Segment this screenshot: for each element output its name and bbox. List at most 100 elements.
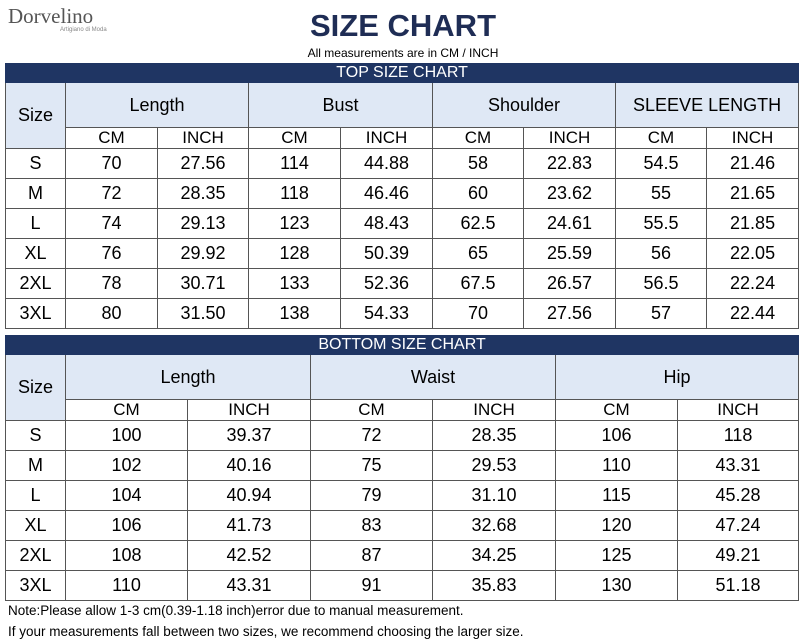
measure-cell: 123: [248, 208, 341, 239]
measure-cell: 43.31: [676, 450, 800, 481]
measure-cell: 60: [432, 178, 524, 209]
measure-cell: 28.35: [432, 420, 556, 451]
measure-cell: 23.62: [523, 178, 616, 209]
measure-cell: 114: [248, 148, 341, 179]
unit-header: CM: [65, 399, 188, 421]
measure-cell: 39.37: [187, 420, 311, 451]
size-cell: 2XL: [5, 268, 66, 299]
group-header: Length: [65, 354, 311, 400]
measure-cell: 44.88: [340, 148, 433, 179]
measure-cell: 29.13: [157, 208, 249, 239]
measure-cell: 72: [310, 420, 433, 451]
unit-header: CM: [310, 399, 433, 421]
size-cell: L: [5, 480, 66, 511]
measure-cell: 26.57: [523, 268, 616, 299]
measure-cell: 62.5: [432, 208, 524, 239]
unit-header: CM: [65, 127, 158, 149]
measure-cell: 25.59: [523, 238, 616, 269]
size-row: XL 106 41.73 83 32.68 120 47.24: [5, 510, 800, 541]
measure-cell: 35.83: [432, 570, 556, 601]
top-size-table: TOP SIZE CHART Size Length Bust Shoulder SLEE…: [4, 63, 800, 329]
size-header: Size: [5, 82, 66, 149]
measure-cell: 75: [310, 450, 433, 481]
measure-cell: 55: [615, 178, 707, 209]
size-cell: 2XL: [5, 540, 66, 571]
measure-cell: 58: [432, 148, 524, 179]
measure-cell: 51.18: [676, 570, 800, 601]
group-header: Length: [65, 82, 249, 128]
measure-cell: 108: [65, 540, 188, 571]
unit-header: INCH: [676, 399, 800, 421]
size-cell: L: [5, 208, 66, 239]
measure-cell: 87: [310, 540, 433, 571]
size-row: L 104 40.94 79 31.10 115 45.28: [5, 480, 800, 511]
unit-header: INCH: [432, 399, 556, 421]
size-cell: 3XL: [5, 298, 66, 329]
measure-cell: 56: [615, 238, 707, 269]
band-row: TOP SIZE CHART: [4, 63, 800, 83]
note: Note:Please allow 1-3 cm(0.39-1.18 inch)…: [8, 603, 464, 618]
measure-cell: 40.16: [187, 450, 311, 481]
size-cell: XL: [5, 238, 66, 269]
measure-cell: 54.33: [340, 298, 433, 329]
measure-cell: 21.46: [705, 148, 800, 179]
measure-cell: 65: [432, 238, 524, 269]
measure-cell: 138: [248, 298, 341, 329]
bottom-size-table: BOTTOM SIZE CHART Size Length Waist Hip CM INC…: [4, 335, 800, 601]
size-row: 3XL 80 31.50 138 54.33 70 27.56 57 22.44: [5, 298, 800, 329]
measure-cell: 27.56: [523, 298, 616, 329]
measure-cell: 125: [555, 540, 678, 571]
unit-header: INCH: [340, 127, 433, 149]
unit-header: CM: [432, 127, 524, 149]
measure-cell: 130: [555, 570, 678, 601]
measure-cell: 120: [555, 510, 678, 541]
unit-header: INCH: [705, 127, 800, 149]
group-header-row: Size Length Bust Shoulder SLEEVE LENGTH: [5, 82, 800, 149]
title: SIZE CHART: [310, 8, 496, 43]
size-row: S 70 27.56 114 44.88 58 22.83 54.5 21.46: [5, 148, 800, 179]
size-cell: S: [5, 420, 66, 451]
measure-cell: 22.44: [705, 298, 800, 329]
measure-cell: 48.43: [340, 208, 433, 239]
unit-header: CM: [615, 127, 707, 149]
size-cell: M: [5, 178, 66, 209]
brand-tagline: Artigiano di Moda: [60, 27, 107, 33]
measure-cell: 83: [310, 510, 433, 541]
measure-cell: 56.5: [615, 268, 707, 299]
group-header: Bust: [248, 82, 433, 128]
measure-cell: 31.50: [157, 298, 249, 329]
measure-cell: 54.5: [615, 148, 707, 179]
measure-cell: 49.21: [676, 540, 800, 571]
measure-cell: 118: [676, 420, 800, 451]
unit-row: CM INCH CM INCH CM INCH CM INCH: [6, 127, 800, 149]
note: If your measurements fall between two si…: [8, 624, 524, 639]
size-header: Size: [5, 354, 66, 421]
size-row: 2XL 78 30.71 133 52.36 67.5 26.57 56.5 22.24: [5, 268, 800, 299]
measure-cell: 45.28: [676, 480, 800, 511]
measure-cell: 27.56: [157, 148, 249, 179]
measure-cell: 74: [65, 208, 158, 239]
measure-cell: 43.31: [187, 570, 311, 601]
unit-header: CM: [555, 399, 678, 421]
measure-cell: 115: [555, 480, 678, 511]
measure-cell: 70: [432, 298, 524, 329]
measure-cell: 31.10: [432, 480, 556, 511]
measure-cell: 104: [65, 480, 188, 511]
measure-cell: 41.73: [187, 510, 311, 541]
group-header: Shoulder: [432, 82, 616, 128]
measure-cell: 34.25: [432, 540, 556, 571]
size-row: L 74 29.13 123 48.43 62.5 24.61 55.5 21.85: [5, 208, 800, 239]
measure-cell: 57: [615, 298, 707, 329]
size-cell: M: [5, 450, 66, 481]
measure-cell: 72: [65, 178, 158, 209]
unit-row: CM INCH CM INCH CM INCH: [6, 399, 800, 421]
measure-cell: 22.05: [705, 238, 800, 269]
size-row: 3XL 110 43.31 91 35.83 130 51.18: [5, 570, 800, 601]
size-row: S 100 39.37 72 28.35 106 118: [5, 420, 800, 451]
group-header: Waist: [310, 354, 556, 400]
table-title: BOTTOM SIZE CHART: [4, 335, 800, 355]
unit-header: INCH: [157, 127, 249, 149]
table-title: TOP SIZE CHART: [4, 63, 800, 83]
unit-header: INCH: [187, 399, 311, 421]
